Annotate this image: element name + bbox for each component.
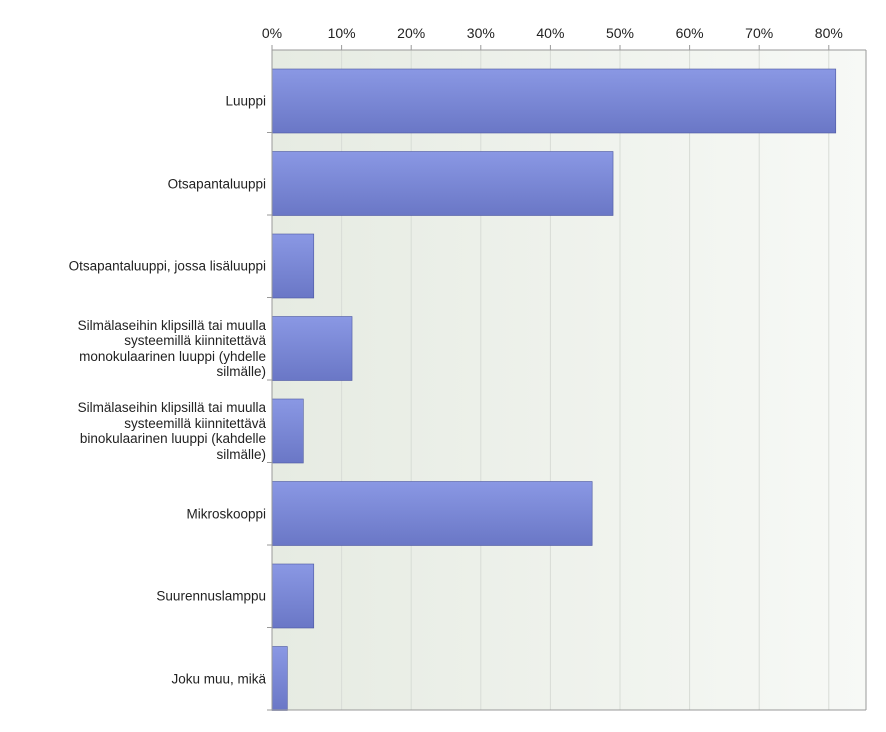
x-tick-label: 40% — [536, 25, 564, 41]
bar — [271, 646, 288, 711]
x-tick-label: 60% — [676, 25, 704, 41]
x-tick-label: 0% — [262, 25, 282, 41]
x-tick-labels: 0% 10% 20% 30% 40% 50% 60% 70% 80% — [262, 25, 843, 41]
category-label-line: monokulaarinen luuppi (yhdelle — [79, 348, 266, 364]
x-tick-label: 30% — [467, 25, 495, 41]
category-label: Mikroskooppi — [8, 506, 266, 522]
category-label-line: Luuppi — [225, 93, 266, 109]
plot-area — [272, 50, 866, 710]
category-label: Luuppi — [8, 93, 266, 109]
category-label-line: Suurennuslamppu — [156, 588, 266, 604]
x-tick-label: 20% — [397, 25, 425, 41]
category-label: Otsapantaluuppi, jossa lisäluuppi — [8, 258, 266, 274]
category-label: Silmälaseihin klipsillä tai muulla systee… — [8, 318, 266, 380]
bar — [271, 233, 315, 299]
category-label-line: silmälle) — [216, 446, 266, 462]
category-label-line: Joku muu, mikä — [171, 670, 266, 686]
axes — [267, 49, 867, 711]
category-label: Suurennuslamppu — [8, 588, 266, 604]
category-label-line: Mikroskooppi — [186, 505, 266, 521]
category-label-line: systeemillä kiinnitettävä — [124, 415, 266, 431]
bar — [271, 316, 353, 381]
category-label-line: Otsapantaluuppi, jossa lisäluuppi — [68, 258, 266, 274]
category-label: Silmälaseihin klipsillä tai muulla systee… — [8, 400, 266, 462]
category-label: Otsapantaluuppi — [8, 176, 266, 192]
bars — [271, 68, 837, 711]
category-label-line: Silmälaseihin klipsillä tai muulla — [77, 400, 266, 415]
category-label: Joku muu, mikä — [8, 671, 266, 687]
category-label-line: systeemillä kiinnitettävä — [124, 333, 266, 348]
x-tick-label: 50% — [606, 25, 634, 41]
category-label-line: silmälle) — [216, 364, 266, 379]
x-tick-label: 80% — [815, 25, 843, 41]
bar — [271, 151, 614, 216]
bar — [271, 563, 315, 629]
x-tick-label: 70% — [745, 25, 773, 41]
category-label-line: Silmälaseihin klipsillä tai muulla — [77, 317, 266, 333]
bar — [271, 68, 837, 134]
x-tick-label: 10% — [328, 25, 356, 41]
category-label-line: binokulaarinen luuppi (kahdelle — [79, 431, 266, 446]
category-label-line: Otsapantaluuppi — [167, 175, 266, 191]
bar — [271, 398, 304, 464]
bar — [271, 481, 593, 546]
